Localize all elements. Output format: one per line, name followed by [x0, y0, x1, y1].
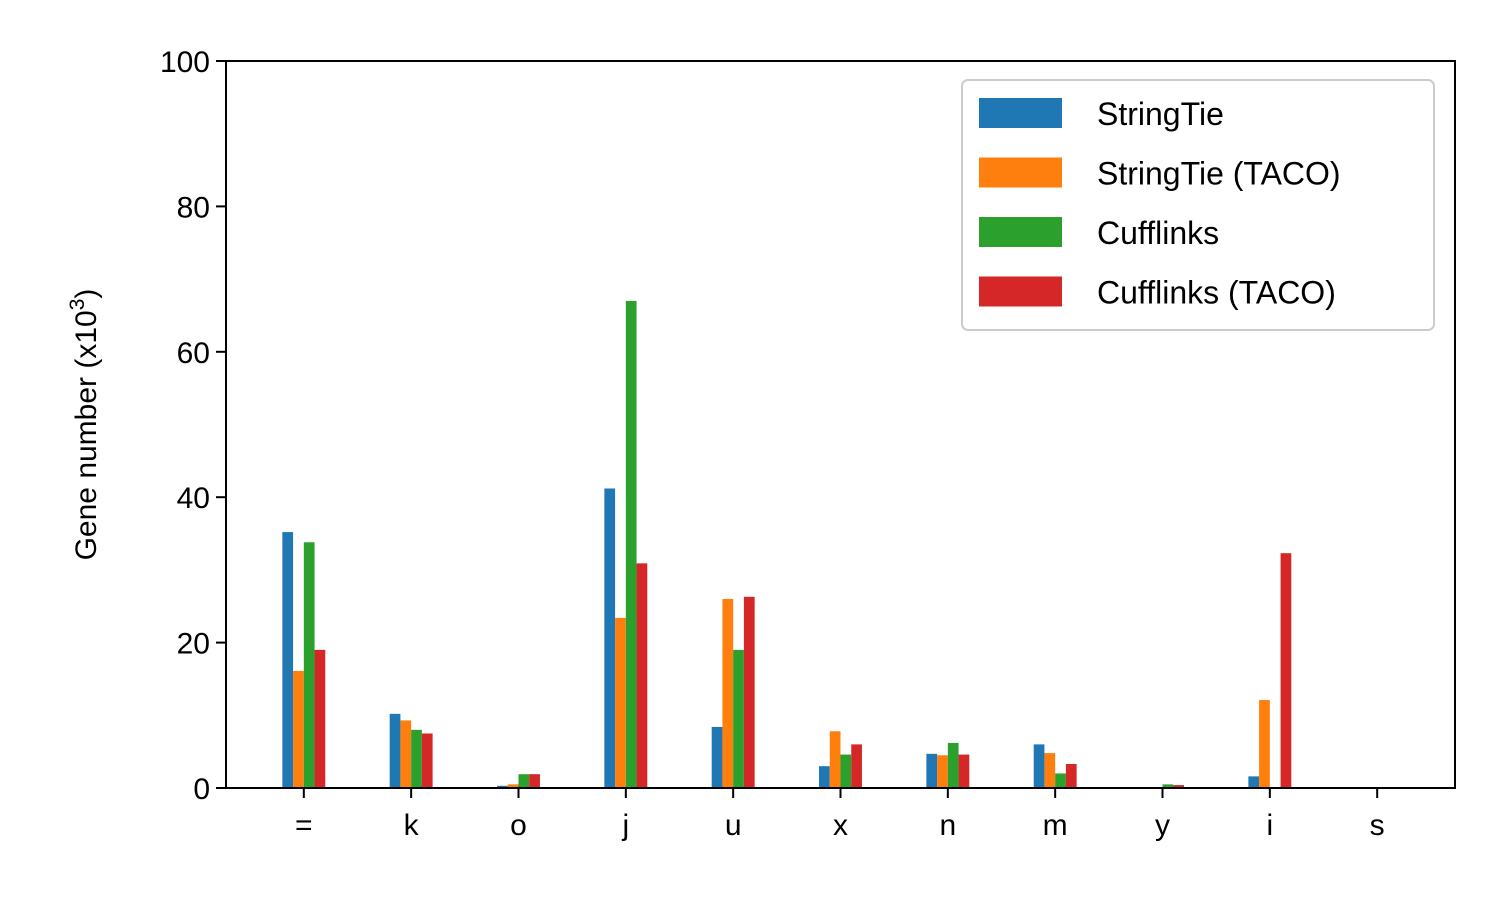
bar-stringtie-taco-1: [400, 720, 412, 788]
bar-stringtie-taco-2: [507, 784, 519, 788]
legend-box: [961, 79, 1435, 331]
axes-group: 0 20 40 60 80 100 = k o j u x n m y i s Gene number (x103…: [66, 46, 1456, 842]
x-tick-label: o: [510, 809, 527, 842]
x-tick-label: m: [1043, 809, 1068, 842]
bar-stringtie-3: [604, 488, 616, 788]
legend-swatch-2: [979, 217, 1062, 247]
bar-stringtie-taco-4: [722, 598, 734, 788]
legend-label-3: Cufflinks (TACO): [1097, 275, 1336, 311]
bar-stringtie-0: [282, 532, 294, 788]
bar-stringtie-7: [1033, 744, 1045, 788]
bar-cufflinks-taco-8: [1173, 785, 1184, 788]
legend-label-2: Cufflinks: [1097, 215, 1219, 251]
bar-stringtie-taco-6: [937, 755, 948, 788]
bar-stringtie-taco-7: [1044, 753, 1056, 788]
bar-cufflinks-7: [1055, 773, 1066, 788]
y-axis-title-exponent: 3: [66, 299, 89, 311]
x-tick-label: j: [621, 809, 629, 842]
bar-cufflinks-0: [303, 542, 315, 788]
bar-stringtie-4: [711, 726, 723, 788]
legend-swatch-0: [979, 98, 1062, 128]
x-tick-label: x: [833, 809, 848, 842]
x-tick-label: y: [1155, 809, 1170, 842]
bar-cufflinks-taco-2: [529, 774, 540, 788]
bar-cufflinks-2: [518, 774, 530, 788]
bar-cufflinks-taco-6: [958, 754, 970, 788]
y-tick-label: 0: [193, 773, 210, 806]
x-tick-label: n: [939, 809, 956, 842]
bar-cufflinks-taco-9: [1280, 553, 1292, 788]
bar-stringtie-6: [926, 753, 938, 788]
bar-stringtie-taco-5: [829, 731, 841, 788]
y-tick-label: 80: [177, 191, 210, 224]
bar-stringtie-taco-0: [293, 670, 304, 788]
bar-stringtie-1: [389, 713, 401, 788]
bar-cufflinks-4: [733, 649, 744, 788]
bar-stringtie-2: [497, 785, 508, 788]
bar-cufflinks-5: [840, 754, 852, 788]
bar-cufflinks-6: [947, 742, 959, 788]
x-tick-label: =: [295, 809, 313, 842]
bar-cufflinks-taco-1: [421, 733, 433, 788]
bar-cufflinks-1: [411, 729, 422, 788]
y-tick-label: 60: [177, 337, 210, 370]
bar-cufflinks-taco-7: [1065, 764, 1077, 788]
x-tick-label: u: [725, 809, 742, 842]
bar-stringtie-taco-9: [1259, 700, 1270, 788]
y-axis-title-text: Gene number (x10: [70, 310, 103, 560]
y-axis-title-suffix: ): [70, 289, 103, 299]
bar-cufflinks-taco-3: [636, 563, 648, 788]
bar-cufflinks-3: [625, 300, 637, 788]
y-axis-title: Gene number (x103): [66, 289, 103, 561]
bar-cufflinks-8: [1162, 784, 1174, 788]
bar-cufflinks-taco-0: [314, 649, 326, 788]
bar-cufflinks-taco-4: [743, 596, 755, 788]
y-tick-label: 40: [177, 482, 210, 515]
legend-swatch-1: [979, 157, 1062, 188]
x-tick-label: k: [404, 809, 420, 842]
x-tick-label: i: [1267, 809, 1274, 842]
bar-cufflinks-taco-5: [851, 744, 862, 788]
legend-label-1: StringTie (TACO): [1097, 156, 1341, 192]
bar-stringtie-5: [819, 766, 830, 788]
legend-swatch-3: [979, 276, 1062, 307]
bar-stringtie-9: [1248, 776, 1260, 788]
y-tick-label: 100: [160, 46, 210, 79]
x-tick-label: s: [1370, 809, 1385, 842]
bars-group: [282, 300, 1292, 788]
y-tick-label: 20: [177, 628, 210, 661]
bar-stringtie-taco-3: [615, 617, 626, 788]
legend-label-0: StringTie: [1097, 96, 1224, 132]
legend: StringTie StringTie (TACO) Cufflinks Cuffli…: [961, 79, 1435, 331]
